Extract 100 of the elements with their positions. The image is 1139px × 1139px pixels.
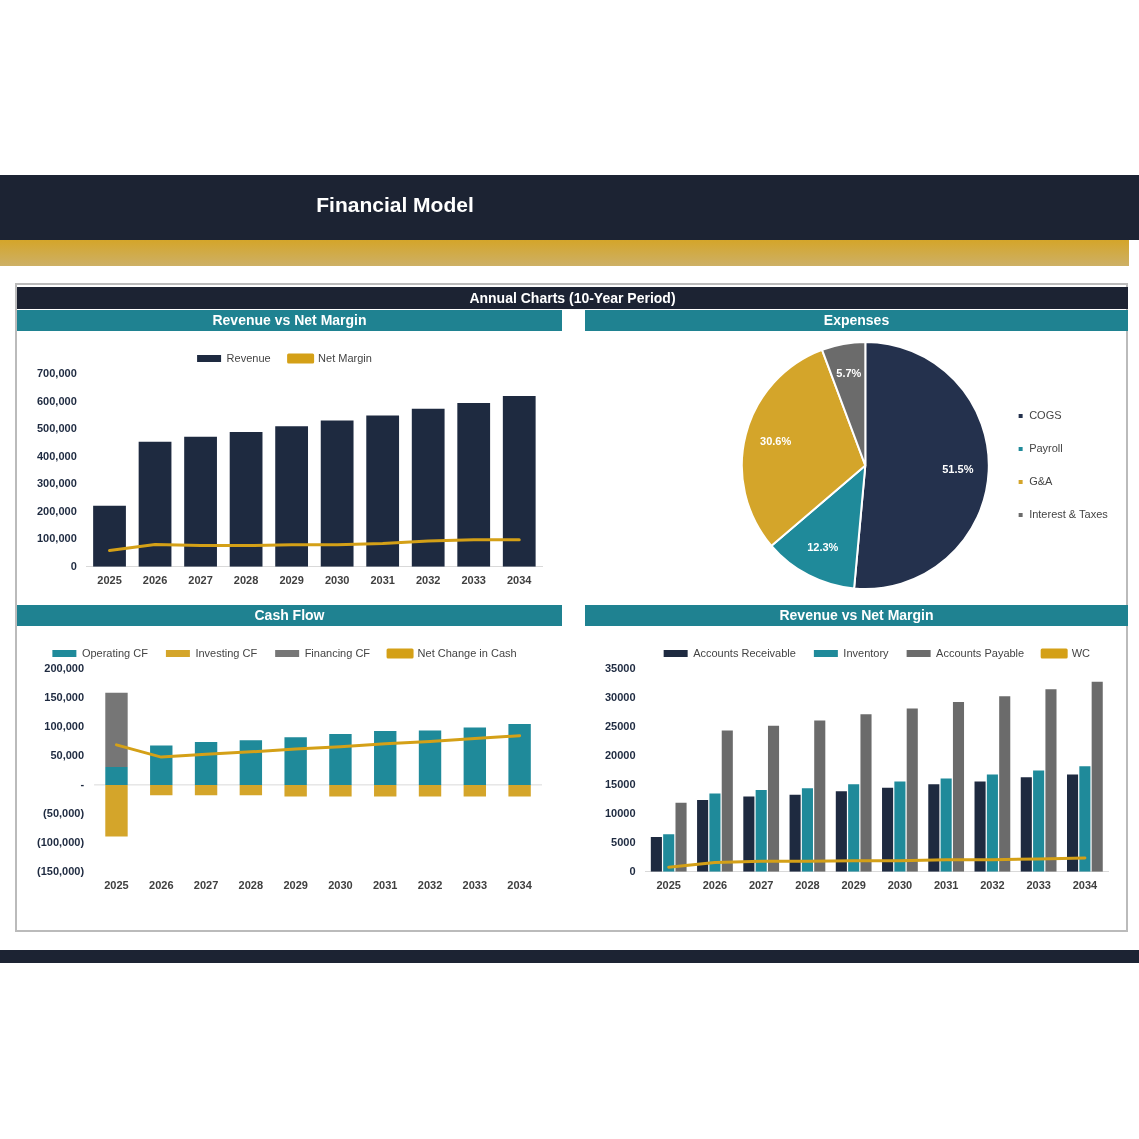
bar xyxy=(418,784,442,797)
bar xyxy=(767,725,780,872)
x-tick-label: 2026 xyxy=(149,879,174,892)
bar xyxy=(194,784,218,796)
x-tick-label: 2027 xyxy=(748,879,774,892)
y-tick-label: 15000 xyxy=(604,777,636,790)
bar xyxy=(463,784,487,797)
legend-label: Inventory xyxy=(843,646,890,659)
x-tick-label: 2025 xyxy=(104,879,129,892)
y-tick-label: 20000 xyxy=(604,748,636,761)
x-tick-label: 2033 xyxy=(1026,879,1051,892)
bar xyxy=(138,441,172,567)
y-tick-label: 0 xyxy=(629,864,636,877)
data-label: 5.7% xyxy=(836,367,862,380)
bar xyxy=(675,802,687,872)
legend-label: Payroll xyxy=(1029,442,1063,455)
bar xyxy=(999,696,1011,872)
chart-title: Revenue vs Net Margin xyxy=(585,605,1128,626)
x-tick-label: 2029 xyxy=(279,574,304,587)
bar xyxy=(860,714,872,872)
y-tick-label: (150,000) xyxy=(36,864,85,877)
x-tick-label: 2028 xyxy=(238,879,264,892)
bar xyxy=(814,720,826,872)
bar xyxy=(697,799,709,872)
bar xyxy=(1079,766,1091,872)
bar xyxy=(882,787,894,872)
bar xyxy=(194,742,218,785)
bar xyxy=(150,745,173,785)
bar xyxy=(502,396,536,567)
bar xyxy=(709,793,721,872)
bar xyxy=(329,784,352,797)
y-tick-label: 700,000 xyxy=(37,367,77,380)
x-tick-label: 2030 xyxy=(887,879,913,892)
bar xyxy=(275,426,309,567)
y-tick-label: 0 xyxy=(70,559,77,572)
bar xyxy=(329,733,352,785)
bar xyxy=(789,794,801,872)
bar xyxy=(650,837,662,872)
x-tick-label: 2025 xyxy=(97,574,122,587)
bar xyxy=(721,730,733,872)
bar xyxy=(952,702,965,872)
x-tick-label: 2032 xyxy=(980,879,1005,892)
bar xyxy=(366,415,400,567)
x-tick-label: 2028 xyxy=(233,574,259,587)
x-tick-label: 2031 xyxy=(933,879,959,892)
x-tick-label: 2034 xyxy=(507,574,533,587)
bar xyxy=(663,834,675,872)
y-tick-label: 10000 xyxy=(604,806,636,819)
bar xyxy=(743,796,755,872)
y-tick-label: (100,000) xyxy=(36,835,85,848)
y-tick-label: 5000 xyxy=(611,835,636,848)
x-tick-label: 2027 xyxy=(188,574,213,587)
bar xyxy=(184,436,217,567)
bar xyxy=(906,708,918,872)
bar xyxy=(974,781,986,872)
y-tick-label: 200,000 xyxy=(44,662,85,675)
data-label: 30.6% xyxy=(760,435,792,448)
bar xyxy=(1033,770,1045,872)
y-tick-label: 300,000 xyxy=(37,477,77,490)
text: Annual Charts (10-Year Period) xyxy=(17,287,1128,309)
legend-label: Investing CF xyxy=(195,646,258,659)
legend-label: Accounts Receivable xyxy=(693,646,796,659)
bar xyxy=(1067,774,1079,872)
bar xyxy=(105,766,128,785)
bar xyxy=(457,402,491,567)
x-tick-label: 2031 xyxy=(372,879,398,892)
x-tick-label: 2029 xyxy=(283,879,308,892)
chart-title: Revenue vs Net Margin xyxy=(17,310,562,331)
bar xyxy=(463,727,487,785)
data-label: 51.5% xyxy=(942,462,974,475)
x-tick-label: 2026 xyxy=(702,879,728,892)
y-tick-label: 600,000 xyxy=(37,394,77,407)
bar xyxy=(928,784,940,872)
x-tick-label: 2027 xyxy=(193,879,219,892)
x-tick-label: 2033 xyxy=(461,574,486,587)
x-tick-label: 2032 xyxy=(415,574,441,587)
legend-label: G&A xyxy=(1029,475,1054,488)
bar xyxy=(418,730,442,785)
bar xyxy=(1020,777,1032,872)
bar xyxy=(93,505,126,567)
bar xyxy=(848,784,860,872)
y-tick-label: - xyxy=(80,777,85,790)
bar xyxy=(239,784,263,796)
bar xyxy=(105,692,128,767)
y-tick-label: 500,000 xyxy=(37,422,77,435)
legend-label: Accounts Payable xyxy=(936,646,1025,659)
legend-label: Revenue xyxy=(226,351,271,364)
x-tick-label: 2031 xyxy=(370,574,395,587)
legend-label: Operating CF xyxy=(81,646,149,659)
chart-title: Expenses xyxy=(585,310,1128,331)
bar xyxy=(508,724,531,785)
bar xyxy=(374,784,397,797)
y-tick-label: 150,000 xyxy=(44,691,85,703)
y-tick-label: 100,000 xyxy=(37,532,77,545)
bar xyxy=(284,737,307,785)
y-tick-label: 50,000 xyxy=(50,748,85,761)
bar xyxy=(229,432,263,567)
bar xyxy=(801,788,813,872)
bar xyxy=(320,420,354,567)
data-label: 12.3% xyxy=(807,540,839,553)
